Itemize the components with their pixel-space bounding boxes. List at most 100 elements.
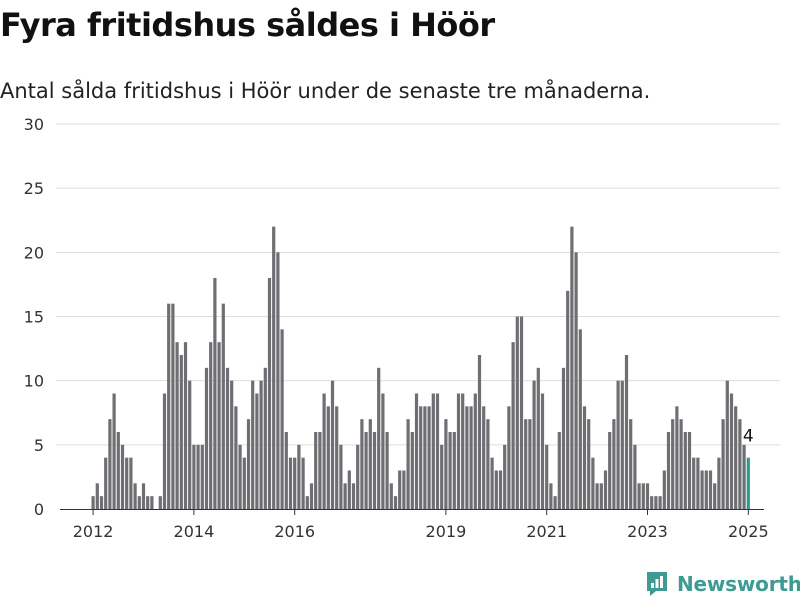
highlight-bar	[746, 457, 750, 509]
chart-title: Fyra fritidshus såldes i Höör	[0, 6, 495, 44]
bar	[95, 483, 99, 509]
bar	[427, 406, 431, 509]
bar	[225, 367, 230, 509]
bar	[251, 380, 255, 509]
bar	[637, 483, 641, 509]
bar	[356, 444, 360, 509]
bar	[389, 483, 393, 509]
bar	[188, 380, 192, 509]
bar	[734, 406, 738, 509]
bar	[104, 457, 108, 509]
bar	[377, 367, 381, 509]
bar	[238, 444, 242, 509]
bar	[566, 290, 570, 509]
bar	[276, 252, 280, 510]
bar	[213, 278, 217, 509]
bar	[234, 406, 238, 509]
bar	[435, 393, 440, 509]
bar	[696, 457, 700, 509]
bar	[129, 457, 133, 509]
y-tick-label: 15	[24, 308, 44, 327]
bar	[158, 496, 162, 509]
bar	[314, 432, 318, 509]
bar	[406, 419, 410, 509]
bar	[284, 432, 288, 509]
bar	[679, 419, 683, 509]
bar	[398, 470, 402, 509]
bar	[91, 496, 95, 509]
bar	[620, 380, 624, 509]
x-tick-label: 2021	[526, 522, 567, 541]
bar	[687, 432, 692, 509]
bar	[364, 432, 368, 509]
bar	[725, 380, 729, 509]
bar	[288, 457, 293, 509]
bar	[255, 393, 259, 509]
bar	[524, 419, 528, 509]
bar	[729, 393, 734, 509]
bar	[183, 342, 188, 509]
bar	[608, 432, 612, 509]
bar	[452, 432, 456, 509]
bar	[511, 342, 515, 509]
x-tick-label: 2023	[627, 522, 668, 541]
bar	[204, 367, 209, 509]
bar	[171, 303, 175, 509]
bar	[385, 432, 389, 509]
y-tick-label: 30	[24, 115, 44, 134]
bar	[671, 419, 675, 509]
bar	[490, 457, 494, 509]
bar	[116, 432, 120, 509]
x-tick-label: 2014	[174, 522, 215, 541]
bar	[641, 483, 645, 509]
bar	[309, 483, 314, 509]
bar	[141, 483, 146, 509]
bar	[326, 406, 330, 509]
bar	[469, 406, 473, 509]
bar	[708, 470, 713, 509]
bar	[230, 380, 234, 509]
bar	[713, 483, 717, 509]
bar	[477, 355, 482, 509]
bar	[612, 419, 616, 509]
bar	[339, 444, 343, 509]
bar	[658, 496, 662, 509]
bar	[99, 496, 104, 509]
bar	[150, 496, 154, 509]
bar	[738, 419, 742, 509]
bar	[217, 342, 221, 509]
data-label: 4	[743, 427, 754, 447]
bar	[666, 432, 671, 509]
bar	[360, 419, 364, 509]
bar	[242, 457, 246, 509]
bar	[557, 432, 561, 509]
y-tick-label: 10	[24, 372, 44, 391]
bar	[486, 419, 490, 509]
bar	[599, 483, 603, 509]
bar	[683, 432, 687, 509]
bar	[645, 483, 650, 509]
bar	[700, 470, 704, 509]
bar	[402, 470, 406, 509]
bar	[343, 483, 347, 509]
bar	[456, 393, 461, 509]
bar	[209, 342, 213, 509]
bar	[616, 380, 620, 509]
bar	[582, 406, 587, 509]
bar	[423, 406, 427, 509]
bar	[393, 496, 398, 509]
bar	[528, 419, 532, 509]
y-tick-label: 25	[24, 179, 44, 198]
bar	[650, 496, 654, 509]
bar	[146, 496, 150, 509]
bar	[272, 226, 276, 509]
bar	[196, 444, 200, 509]
bar	[267, 278, 272, 509]
bar	[578, 329, 582, 509]
bar	[692, 457, 696, 509]
bar	[629, 419, 633, 509]
bar	[263, 367, 267, 509]
bar	[125, 457, 129, 509]
bar	[112, 393, 116, 509]
